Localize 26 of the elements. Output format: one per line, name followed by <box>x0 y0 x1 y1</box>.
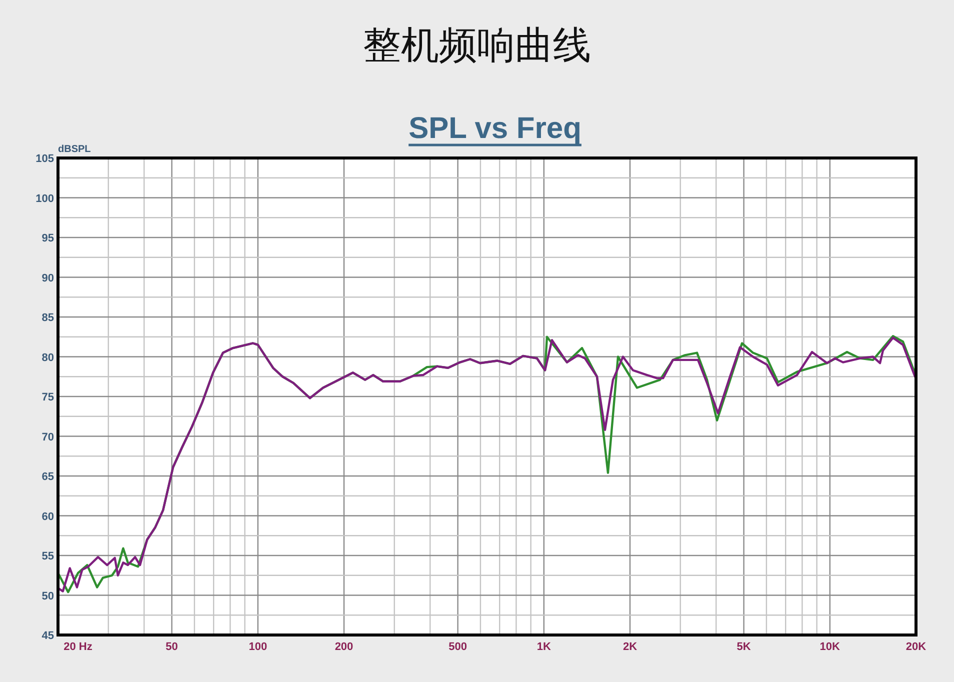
y-tick-label: 50 <box>42 590 54 602</box>
x-tick-label: 10K <box>820 641 840 653</box>
y-tick-label: 60 <box>42 510 54 523</box>
y-tick-label: 90 <box>42 272 54 284</box>
x-tick-label: 1K <box>536 641 551 653</box>
y-tick-label: 75 <box>42 392 54 404</box>
x-tick-label: 20K <box>906 641 926 653</box>
x-tick-label: 50 <box>166 641 178 653</box>
chart-title: 整机频响曲线 <box>363 25 591 67</box>
y-tick-label: 105 <box>36 153 54 165</box>
x-tick-label: 200 <box>334 641 354 653</box>
x-tick-label: 20 Hz <box>64 641 93 653</box>
y-tick-label: 85 <box>42 312 54 324</box>
chart-subtitle: SPL vs Freq <box>408 112 582 145</box>
y-tick-label: 95 <box>42 232 54 244</box>
x-tick-label: 2K <box>622 641 638 653</box>
x-tick-label: 5K <box>736 641 751 653</box>
y-tick-label: 70 <box>42 431 54 444</box>
y-tick-label: 100 <box>36 192 54 205</box>
y-tick-label: 45 <box>42 630 54 642</box>
y-tick-label: 65 <box>42 471 54 483</box>
x-tick-label: 500 <box>448 641 467 653</box>
y-tick-label: 55 <box>42 550 54 562</box>
x-tick-label: 100 <box>248 641 268 653</box>
y-axis-title: dBSPL <box>58 144 91 155</box>
y-tick-label: 80 <box>42 352 54 364</box>
